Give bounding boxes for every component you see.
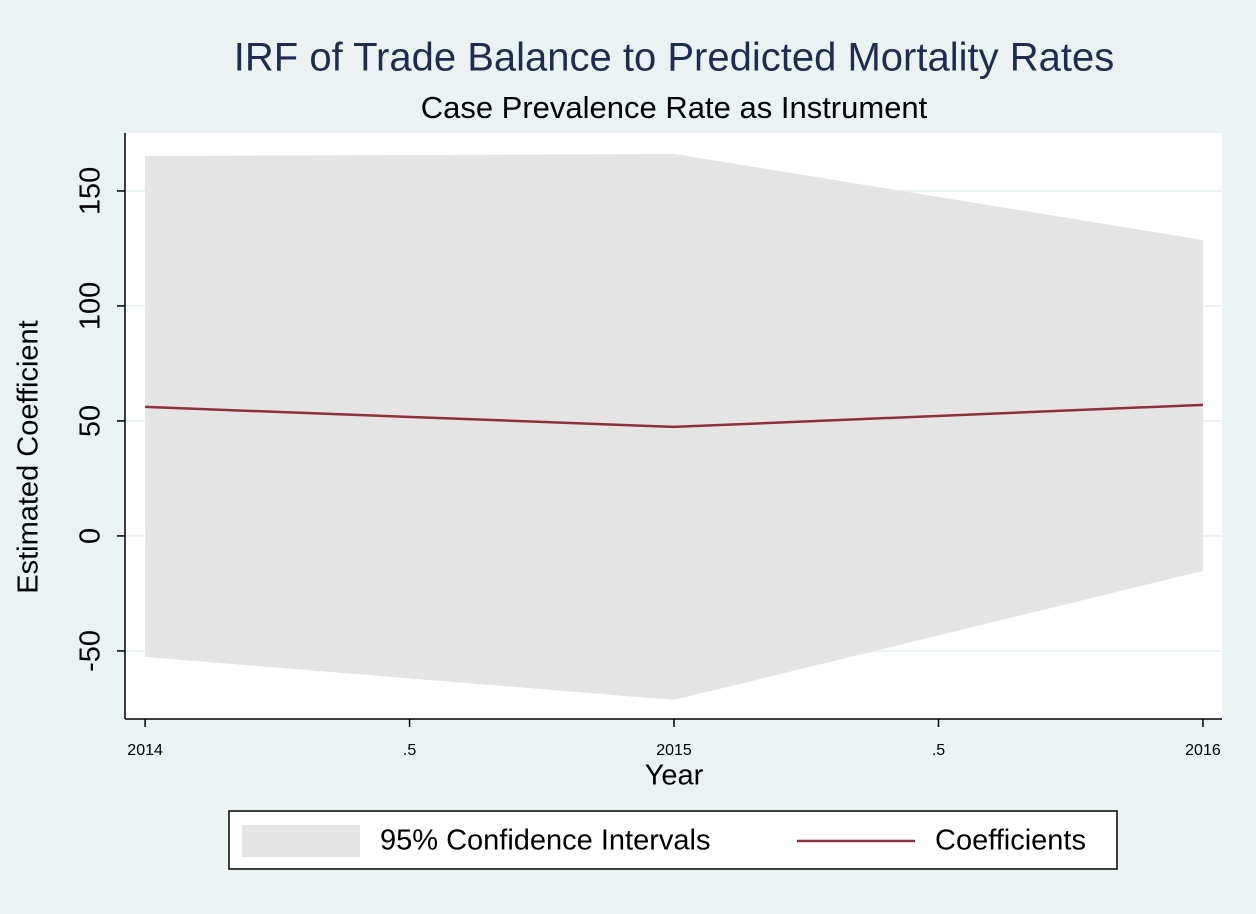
y-tick-label: 150 (75, 167, 107, 215)
y-tick-label: 100 (75, 282, 107, 330)
y-tick-label: 0 (75, 528, 107, 544)
x-tick-label: 2016 (1185, 742, 1221, 759)
x-tick-label: 2015 (656, 742, 692, 759)
legend-label: 95% Confidence Intervals (380, 825, 710, 857)
legend-label: Coefficients (935, 825, 1086, 857)
x-tick-label: .5 (932, 742, 945, 759)
y-tick-label: 50 (75, 405, 107, 437)
y-axis-label: Estimated Coefficient (13, 320, 45, 594)
series-line (145, 403, 1204, 429)
legend-swatch (242, 825, 360, 857)
chart-title: IRF of Trade Balance to Predicted Mortal… (234, 36, 1114, 80)
chart-subtitle: Case Prevalence Rate as Instrument (421, 90, 928, 125)
x-tick-label: .5 (403, 742, 416, 759)
x-tick-label: 2014 (127, 742, 163, 759)
y-tick-label: -50 (75, 630, 107, 672)
x-axis-label: Year (645, 760, 704, 792)
legend-box (228, 810, 1118, 870)
